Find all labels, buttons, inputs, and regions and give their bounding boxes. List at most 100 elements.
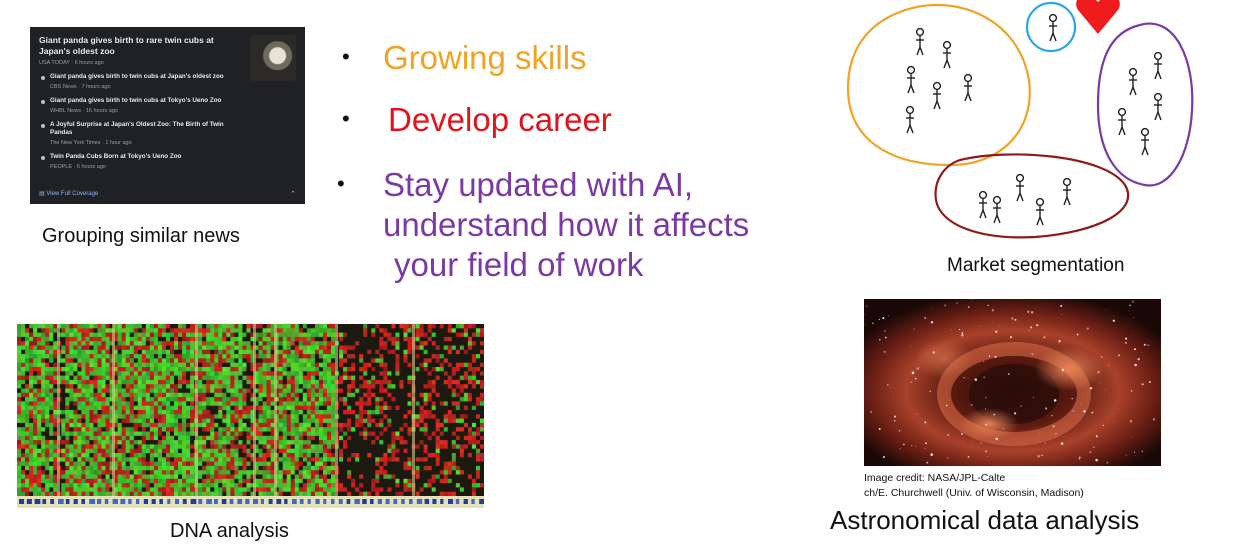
heatmap-cell bbox=[41, 358, 46, 363]
heatmap-cell bbox=[451, 388, 457, 394]
heatmap-cell bbox=[149, 410, 155, 415]
heatmap-cell bbox=[310, 349, 316, 355]
heatmap-cell bbox=[61, 362, 66, 368]
heatmap-cell bbox=[431, 336, 436, 342]
heatmap-cell bbox=[395, 474, 400, 480]
heatmap-cell bbox=[65, 474, 70, 480]
heatmap-cell bbox=[415, 367, 420, 372]
heatmap-cell bbox=[423, 358, 428, 363]
heatmap-cell bbox=[359, 392, 364, 398]
heatmap-cell bbox=[230, 444, 235, 449]
heatmap-cell bbox=[149, 461, 155, 467]
heatmap-cell bbox=[451, 405, 457, 411]
heatmap-cell bbox=[234, 414, 239, 419]
heatmap-cell bbox=[379, 478, 384, 484]
heatmap-cell bbox=[298, 392, 304, 398]
heatmap-cell bbox=[455, 478, 461, 484]
heatmap-cell bbox=[439, 349, 445, 355]
heatmap-cell bbox=[479, 444, 484, 449]
heatmap-cell bbox=[355, 345, 360, 351]
heatmap-cell bbox=[141, 349, 147, 355]
heatmap-cell bbox=[230, 422, 235, 428]
heatmap-cell bbox=[33, 367, 38, 372]
heatmap-cell bbox=[85, 341, 90, 346]
heatmap-cell bbox=[222, 401, 227, 406]
heatmap-cell bbox=[459, 354, 465, 359]
heatmap-cell bbox=[266, 444, 271, 449]
heatmap-cell bbox=[149, 444, 155, 449]
heatmap-cell bbox=[359, 384, 364, 389]
heatmap-cell bbox=[443, 444, 449, 449]
heatmap-cell bbox=[153, 354, 159, 359]
heatmap-cell bbox=[37, 478, 42, 484]
heatmap-cell bbox=[174, 470, 179, 475]
heatmap-cell bbox=[294, 453, 300, 458]
heatmap-cell bbox=[153, 384, 159, 389]
heatmap-cell bbox=[475, 440, 481, 445]
heatmap-cell bbox=[178, 448, 183, 454]
heatmap-cell bbox=[133, 345, 139, 351]
heatmap-cell bbox=[234, 349, 239, 355]
heatmap-cell bbox=[302, 375, 308, 381]
heatmap-cell bbox=[73, 431, 78, 437]
heatmap-cell bbox=[157, 427, 163, 432]
heatmap-cell bbox=[117, 349, 122, 355]
heatmap-cell bbox=[471, 341, 477, 346]
heatmap-cell bbox=[419, 465, 424, 471]
heatmap-cell bbox=[238, 349, 243, 355]
heatmap-cell bbox=[318, 354, 324, 359]
heatmap-cell bbox=[326, 371, 332, 376]
star bbox=[961, 332, 964, 334]
heatmap-cell bbox=[89, 345, 94, 351]
heatmap-cell bbox=[359, 491, 364, 497]
heatmap-cell bbox=[278, 397, 284, 402]
heatmap-cell bbox=[250, 487, 255, 492]
heatmap-cell bbox=[294, 354, 300, 359]
heatmap-cell bbox=[65, 388, 70, 394]
heatmap-cell bbox=[53, 465, 58, 471]
heatmap-cell bbox=[463, 367, 469, 372]
heatmap-cell bbox=[302, 332, 308, 338]
heatmap-cell bbox=[375, 453, 380, 458]
heatmap-cell bbox=[145, 444, 151, 449]
heatmap-cell bbox=[447, 483, 453, 488]
heatmap-cell bbox=[242, 474, 247, 480]
heatmap-cell bbox=[125, 457, 131, 462]
heatmap-cell bbox=[254, 375, 259, 381]
heatmap-cell bbox=[222, 457, 227, 462]
heatmap-cell bbox=[399, 379, 404, 385]
heatmap-cell bbox=[73, 345, 78, 351]
heatmap-cell bbox=[109, 465, 114, 471]
heatmap-cell bbox=[230, 397, 235, 402]
heatmap-cell bbox=[65, 457, 70, 462]
heatmap-cell bbox=[355, 491, 360, 497]
heatmap-bar-mark bbox=[307, 499, 311, 504]
heatmap-cell bbox=[459, 414, 465, 419]
heatmap-cell bbox=[129, 444, 135, 449]
heatmap-cell bbox=[137, 392, 143, 398]
heatmap-cell bbox=[121, 349, 126, 355]
heatmap-cell bbox=[81, 358, 86, 363]
view-full-coverage-link[interactable]: ▤ View Full Coverage bbox=[39, 190, 98, 197]
heatmap-cell bbox=[246, 457, 251, 462]
heatmap-cell bbox=[347, 328, 352, 333]
heatmap-cell bbox=[117, 324, 122, 329]
heatmap-cell bbox=[65, 358, 70, 363]
heatmap-cell bbox=[53, 457, 58, 462]
heatmap-cell bbox=[45, 341, 50, 346]
heatmap-cell bbox=[371, 392, 376, 398]
heatmap-cell bbox=[206, 367, 211, 372]
heatmap-cell bbox=[246, 371, 251, 376]
heatmap-cell bbox=[306, 379, 312, 385]
heatmap-cell bbox=[117, 384, 122, 389]
heatmap-cell bbox=[423, 392, 428, 398]
heatmap-cell bbox=[347, 405, 352, 411]
heatmap-cell bbox=[322, 478, 328, 484]
heatmap-cell bbox=[97, 474, 102, 480]
heatmap-cell bbox=[439, 440, 445, 445]
heatmap-cell bbox=[351, 422, 356, 428]
chevron-up-icon[interactable]: ⌃ bbox=[290, 191, 296, 198]
heatmap-cell bbox=[254, 483, 259, 488]
heatmap-cell bbox=[282, 422, 288, 428]
heatmap-cell bbox=[343, 324, 348, 329]
